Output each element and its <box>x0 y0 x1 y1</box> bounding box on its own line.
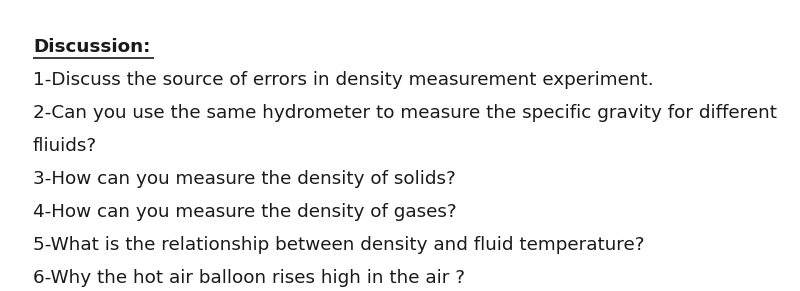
Text: 3-How can you measure the density of solids?: 3-How can you measure the density of sol… <box>33 170 456 188</box>
Text: 5-What is the relationship between density and fluid temperature?: 5-What is the relationship between densi… <box>33 236 645 254</box>
Text: 6-Why the hot air balloon rises high in the air ?: 6-Why the hot air balloon rises high in … <box>33 269 465 287</box>
Text: Discussion:: Discussion: <box>33 38 150 56</box>
Text: 2-Can you use the same hydrometer to measure the specific gravity for different: 2-Can you use the same hydrometer to mea… <box>33 104 777 122</box>
Text: 4-How can you measure the density of gases?: 4-How can you measure the density of gas… <box>33 203 457 221</box>
Text: fliuids?: fliuids? <box>33 137 97 155</box>
Text: 1-Discuss the source of errors in density measurement experiment.: 1-Discuss the source of errors in densit… <box>33 71 654 89</box>
